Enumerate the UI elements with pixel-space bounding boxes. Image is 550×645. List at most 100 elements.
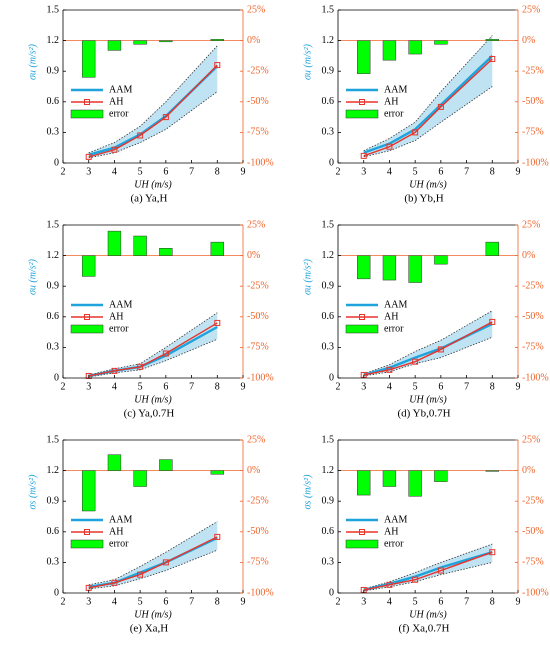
x-tick-label: 4: [387, 381, 392, 392]
y2-tick-label: 25%: [522, 4, 540, 15]
series-marker: [386, 366, 393, 373]
y-tick-label: 1.2: [322, 35, 335, 46]
panel-caption: (b) Yb,H: [404, 193, 443, 205]
x-tick-label: 6: [438, 596, 443, 607]
y-axis-label: σs (m/s²): [27, 474, 38, 510]
x-tick-label: 5: [138, 596, 143, 607]
series-line: [363, 58, 493, 157]
x-tick-label: 4: [387, 596, 392, 607]
legend-label: error: [109, 108, 129, 119]
legend-label: error: [109, 323, 129, 334]
y-tick-label: 1.2: [47, 35, 60, 46]
y2-tick-label: -75%: [247, 557, 269, 568]
y2-tick-label: -25%: [522, 495, 544, 506]
series-marker: [214, 62, 221, 69]
x-tick-label: 5: [138, 381, 143, 392]
legend-marker: [84, 529, 90, 535]
x-tick-label: 2: [336, 381, 341, 392]
x-tick-label: 7: [189, 381, 194, 392]
y-tick-label: 0.3: [47, 557, 60, 568]
band-upper: [363, 310, 493, 375]
y2-tick-label: 0%: [247, 35, 260, 46]
series-marker: [214, 533, 221, 540]
x-tick-label: 2: [61, 381, 66, 392]
series-marker: [111, 367, 118, 374]
y2-tick-label: -25%: [247, 65, 269, 76]
y-tick-label: 1.5: [47, 4, 60, 15]
y-tick-label: 0.6: [47, 311, 60, 322]
error-bar: [485, 241, 499, 256]
x-tick-label: 6: [438, 381, 443, 392]
y-tick-label: 0.6: [322, 96, 335, 107]
x-tick-label: 3: [86, 381, 91, 392]
y-axis-label: σu (m/s²): [302, 43, 313, 80]
x-tick-label: 8: [490, 381, 495, 392]
y-tick-label: 0.6: [322, 526, 335, 537]
error-bar: [210, 241, 224, 256]
series-marker: [489, 549, 496, 556]
panel-caption: (e) Xa,H: [130, 623, 169, 635]
y-tick-label: 1.5: [47, 434, 60, 445]
band-upper: [88, 45, 218, 154]
y-tick-label: 0: [54, 372, 59, 383]
series-marker: [137, 571, 144, 578]
error-bar: [434, 40, 448, 45]
x-tick-label: 4: [112, 596, 117, 607]
y-tick-label: 1.5: [47, 219, 60, 230]
legend-swatch: [70, 109, 104, 119]
series-marker: [386, 143, 393, 150]
series-line: [88, 536, 218, 589]
x-axis-label: UH (m/s): [134, 609, 172, 620]
x-tick-label: 7: [189, 596, 194, 607]
y2-tick-label: -50%: [522, 526, 544, 537]
series-marker: [111, 146, 118, 153]
y-tick-label: 1.2: [322, 465, 335, 476]
y2-tick-label: -50%: [522, 311, 544, 322]
y2-tick-label: -50%: [247, 96, 269, 107]
y-tick-label: 0.9: [322, 495, 335, 506]
x-tick-label: 4: [387, 166, 392, 177]
y-tick-label: 1.2: [47, 250, 60, 261]
x-tick-label: 2: [336, 166, 341, 177]
x-tick-label: 9: [516, 596, 521, 607]
y2-tick-label: -25%: [247, 495, 269, 506]
y-tick-label: 0: [54, 157, 59, 168]
y2-tick-label: -25%: [247, 280, 269, 291]
band-lower: [88, 338, 218, 378]
x-axis-label: UH (m/s): [409, 609, 447, 620]
series-marker: [214, 319, 221, 326]
y-tick-label: 1.5: [322, 434, 335, 445]
series-marker: [85, 153, 92, 160]
y-tick-label: 0.6: [47, 96, 60, 107]
x-tick-label: 3: [86, 596, 91, 607]
series-marker: [437, 346, 444, 353]
series-line: [88, 64, 218, 158]
legend-label: error: [384, 323, 404, 334]
error-bar: [382, 470, 397, 487]
y2-tick-label: 0%: [247, 465, 260, 476]
x-tick-label: 9: [516, 381, 521, 392]
y2-tick-label: -100%: [522, 587, 549, 598]
x-tick-label: 5: [413, 596, 418, 607]
y2-tick-label: -75%: [522, 127, 544, 138]
y2-tick-label: -100%: [522, 372, 549, 383]
y-tick-label: 0.3: [47, 127, 60, 138]
legend-label: AAM: [384, 84, 407, 95]
x-tick-label: 7: [189, 166, 194, 177]
y2-tick-label: -75%: [247, 342, 269, 353]
y-tick-label: 0.9: [322, 65, 335, 76]
series-marker: [360, 152, 367, 159]
legend-label: AH: [109, 96, 123, 107]
x-tick-label: 6: [438, 166, 443, 177]
series-marker: [412, 358, 419, 365]
y-tick-label: 0.3: [322, 127, 335, 138]
error-bar: [357, 255, 371, 280]
x-tick-label: 9: [516, 166, 521, 177]
legend-marker: [84, 99, 90, 105]
x-tick-label: 8: [215, 596, 220, 607]
series-line: [363, 321, 493, 376]
legend-label: AAM: [109, 299, 132, 310]
legend-label: AAM: [384, 299, 407, 310]
error-bar: [357, 40, 371, 74]
x-tick-label: 2: [61, 166, 66, 177]
